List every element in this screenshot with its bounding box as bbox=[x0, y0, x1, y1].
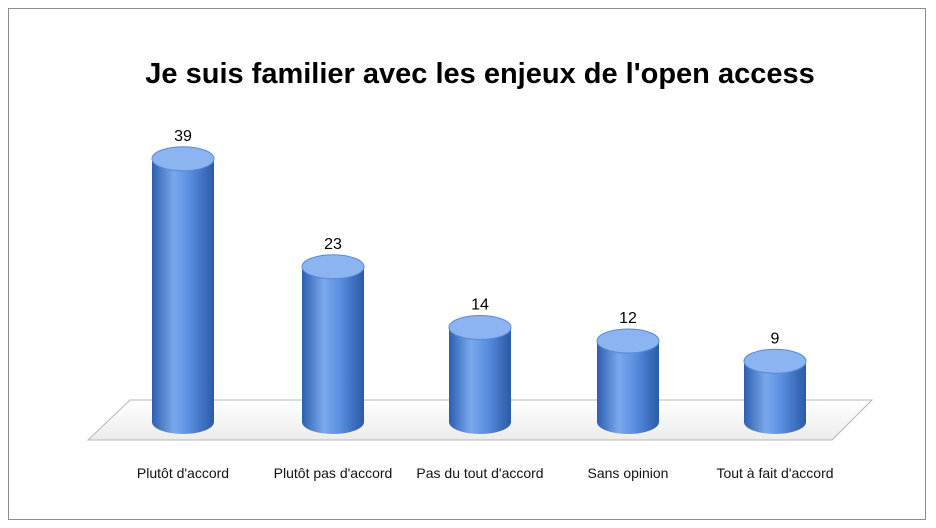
x-tick-label: Sans opinion bbox=[587, 465, 669, 481]
bar-top bbox=[301, 254, 365, 280]
bar-top bbox=[743, 348, 807, 374]
x-tick-label: Plutôt pas d'accord bbox=[273, 465, 393, 481]
bar-body bbox=[744, 361, 806, 434]
bar-top bbox=[596, 328, 660, 354]
bar bbox=[151, 146, 215, 434]
bar-top bbox=[151, 146, 215, 172]
bar-body bbox=[597, 341, 659, 434]
data-label: 9 bbox=[771, 330, 780, 347]
bar bbox=[448, 315, 512, 434]
x-tick-label: Plutôt d'accord bbox=[136, 465, 230, 481]
data-label: 14 bbox=[471, 297, 489, 314]
bar-body bbox=[302, 266, 364, 434]
bar bbox=[596, 328, 660, 434]
data-label: 12 bbox=[619, 310, 637, 327]
bar bbox=[301, 254, 365, 434]
bar-top bbox=[448, 315, 512, 340]
chart-frame bbox=[8, 8, 926, 520]
data-label: 39 bbox=[174, 128, 192, 145]
data-label: 23 bbox=[324, 236, 342, 253]
bar bbox=[743, 348, 807, 434]
chart-title: Je suis familier avec les enjeux de l'op… bbox=[145, 58, 814, 90]
x-tick-label: Pas du tout d'accord bbox=[416, 465, 544, 481]
x-tick-label: Tout à fait d'accord bbox=[716, 465, 834, 481]
bar-body bbox=[152, 158, 214, 434]
bar-body bbox=[449, 327, 511, 434]
